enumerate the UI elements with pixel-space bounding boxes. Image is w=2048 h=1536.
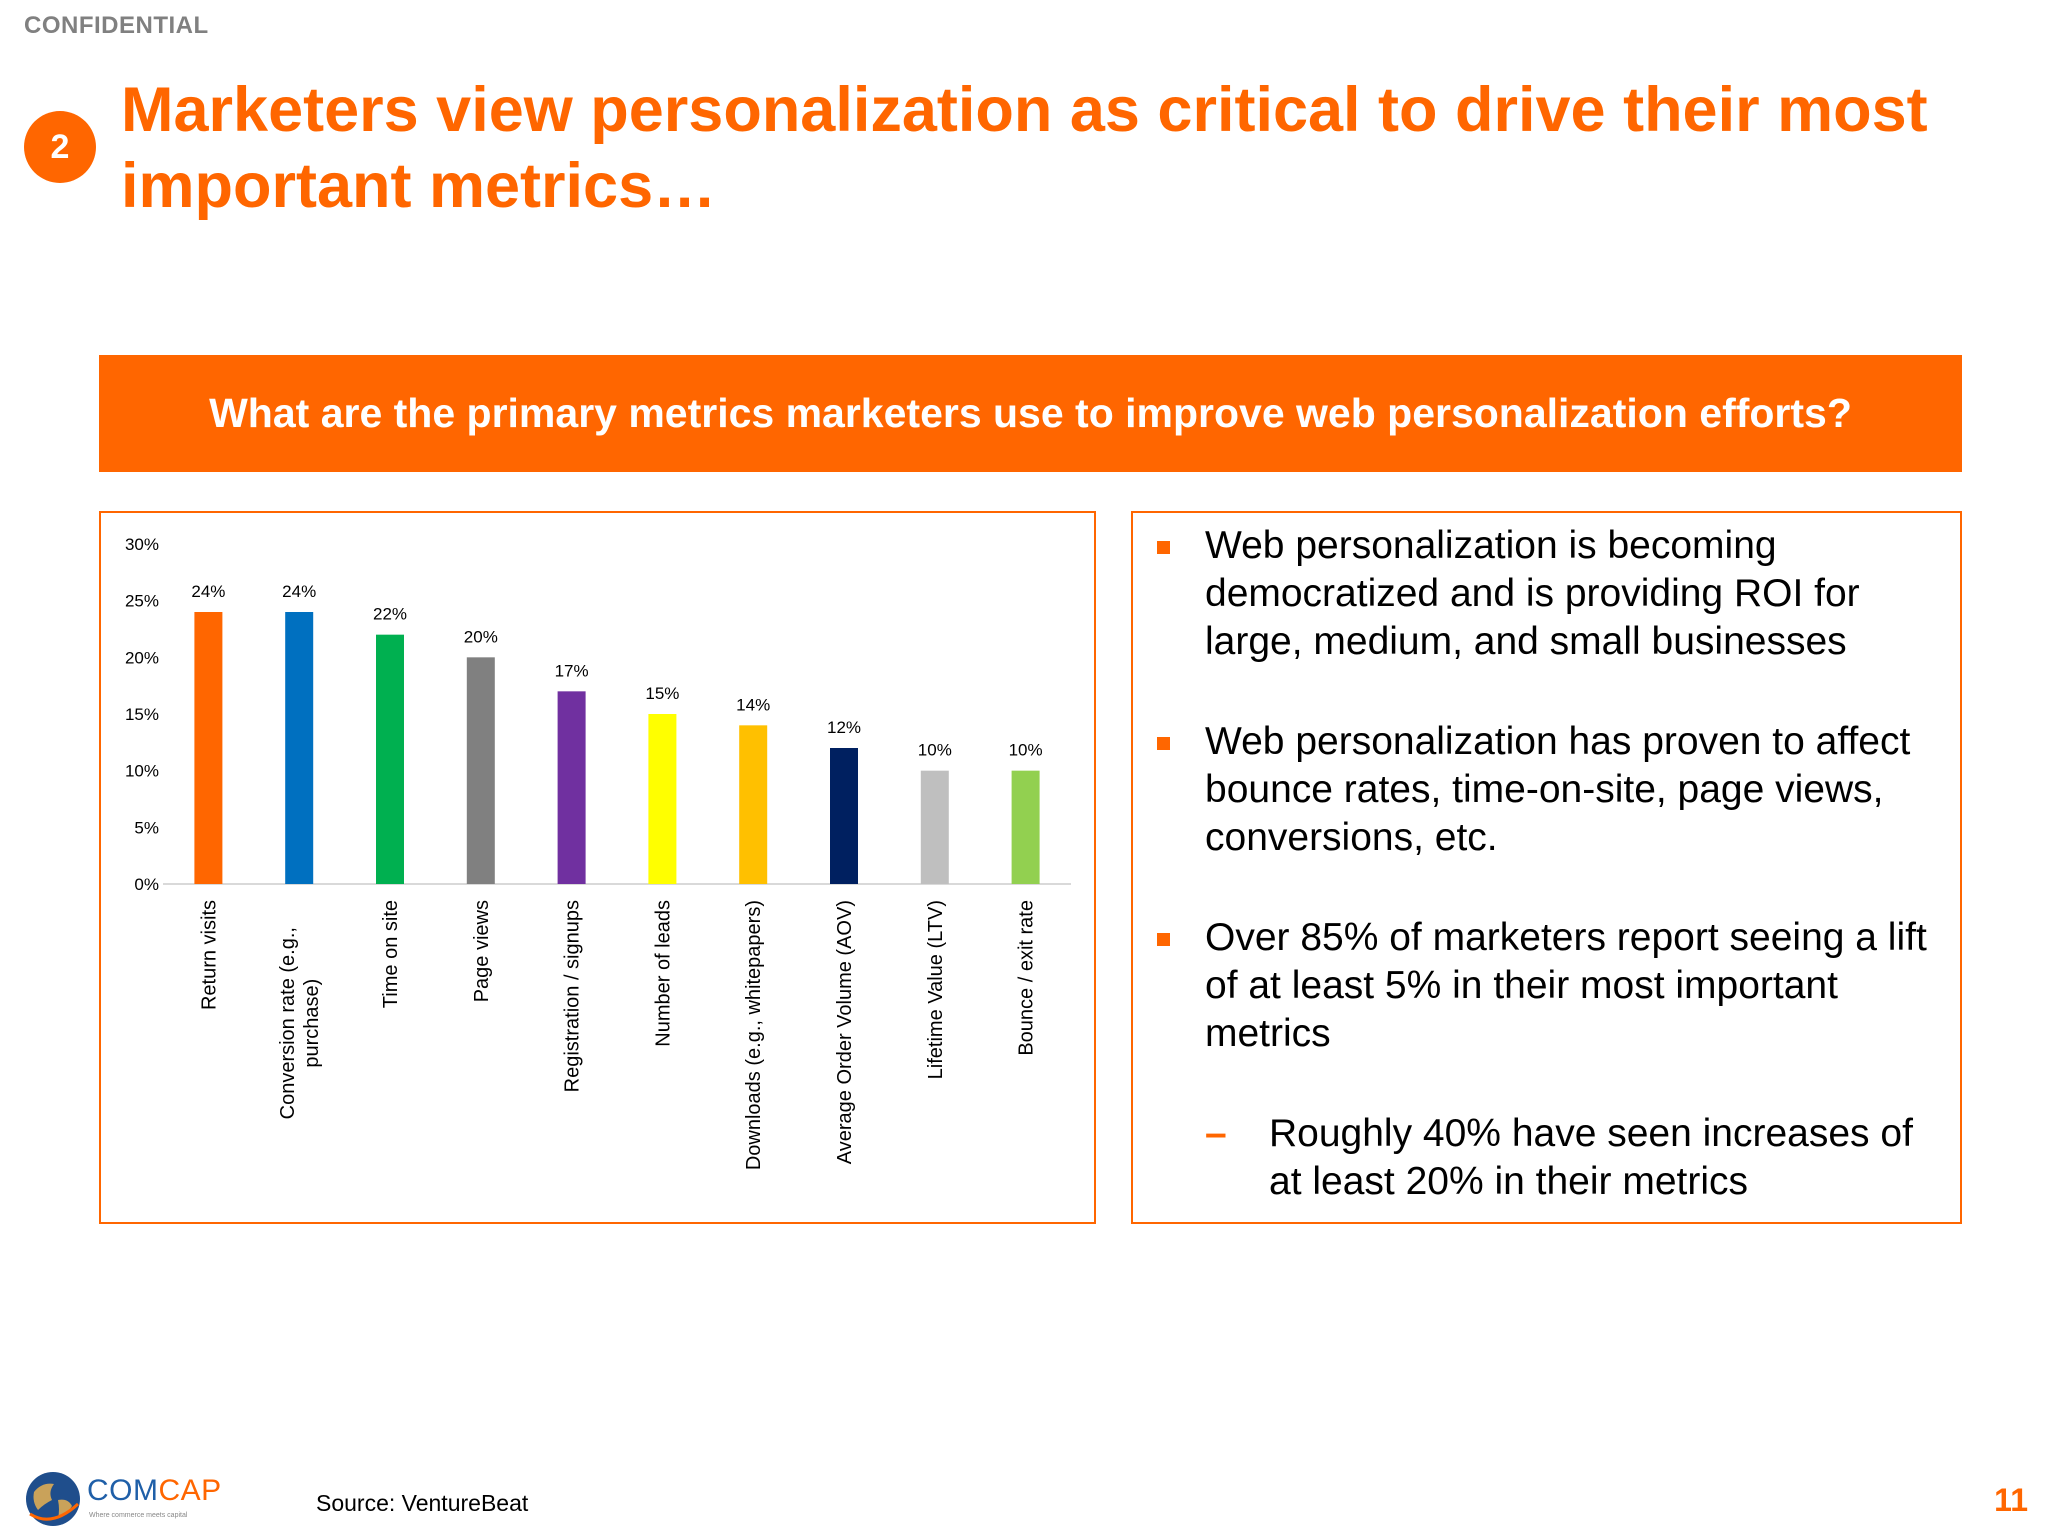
- data-label: 10%: [1009, 741, 1043, 760]
- comcap-logo: COMCAP Where commerce meets capital: [24, 1470, 221, 1532]
- x-tick-label: Downloads (e.g., whitepapers): [743, 900, 765, 1170]
- x-tick-label: Average Order Volume (AOV): [834, 900, 856, 1164]
- x-tick-label: Number of leads: [652, 900, 674, 1047]
- bullet-square-icon: [1157, 933, 1170, 946]
- page-number: 11: [1994, 1482, 2028, 1518]
- logo-tagline: Where commerce meets capital: [89, 1512, 188, 1519]
- sub-bullet-point: Roughly 40% have seen increases of at le…: [1269, 1112, 1913, 1203]
- logo-wordmark-com: COM: [87, 1474, 159, 1507]
- data-label: 24%: [191, 582, 225, 601]
- bar: [194, 612, 223, 884]
- dash-bullet-icon: –: [1205, 1112, 1227, 1155]
- data-label: 10%: [918, 741, 952, 760]
- bar: [1011, 770, 1040, 884]
- bullet-point: Web personalization is becoming democrat…: [1205, 524, 1860, 663]
- bar: [466, 657, 495, 884]
- page-title: Marketers view personalization as critic…: [121, 75, 1928, 221]
- bar: [285, 612, 314, 884]
- x-tick-label: Time on site: [380, 900, 402, 1008]
- data-label: 15%: [645, 684, 679, 703]
- data-label: 22%: [373, 605, 407, 624]
- y-tick-label: 25%: [125, 592, 159, 611]
- globe-icon: [26, 1472, 80, 1526]
- x-tick-label: Page views: [471, 900, 493, 1002]
- logo-wordmark: COMCAP: [87, 1474, 222, 1508]
- logo-wordmark-cap: CAP: [158, 1474, 222, 1507]
- bar-chart: 30% 25% 20% 15% 10% 5% 0% 24% Return visits 24% Co…: [125, 535, 1071, 1170]
- bar: [739, 725, 768, 884]
- data-label: 12%: [827, 718, 861, 737]
- bullet-square-icon: [1157, 737, 1170, 750]
- y-tick-label: 30%: [125, 535, 159, 554]
- bar: [557, 691, 586, 884]
- step-number-badge: 2: [24, 111, 96, 183]
- x-tick-label: Bounce / exit rate: [1016, 900, 1038, 1056]
- bullet-point: Web personalization has proven to affect…: [1205, 720, 1911, 859]
- question-banner: What are the primary metrics marketers u…: [99, 355, 1962, 472]
- data-label: 20%: [464, 627, 498, 646]
- bar: [376, 634, 404, 884]
- confidential-label: CONFIDENTIAL: [24, 12, 209, 39]
- y-tick-label: 20%: [125, 648, 159, 667]
- data-label: 14%: [736, 695, 770, 714]
- bar: [920, 770, 949, 884]
- source-note: Source: VentureBeat: [316, 1490, 529, 1516]
- x-tick-label: Conversion rate (e.g., purchase): [277, 927, 323, 1119]
- y-tick-label: 15%: [125, 705, 159, 724]
- y-tick-label: 5%: [134, 818, 159, 837]
- data-label: 24%: [282, 582, 316, 601]
- y-tick-label: 10%: [125, 762, 159, 781]
- bullet-square-icon: [1157, 541, 1170, 554]
- bar: [648, 714, 677, 884]
- x-tick-label: Registration / signups: [562, 900, 584, 1092]
- bar-chart-panel: 30% 25% 20% 15% 10% 5% 0% 24% Return visits 24% Co…: [99, 511, 1096, 1224]
- x-tick-label: Return visits: [198, 900, 220, 1010]
- x-tick-label: Lifetime Value (LTV): [925, 900, 947, 1079]
- data-label: 17%: [555, 661, 589, 680]
- y-tick-label: 0%: [134, 875, 159, 894]
- key-points-panel: Web personalization is becoming democrat…: [1131, 511, 1962, 1224]
- bar: [830, 748, 858, 884]
- bullet-point: Over 85% of marketers report seeing a li…: [1205, 916, 1927, 1055]
